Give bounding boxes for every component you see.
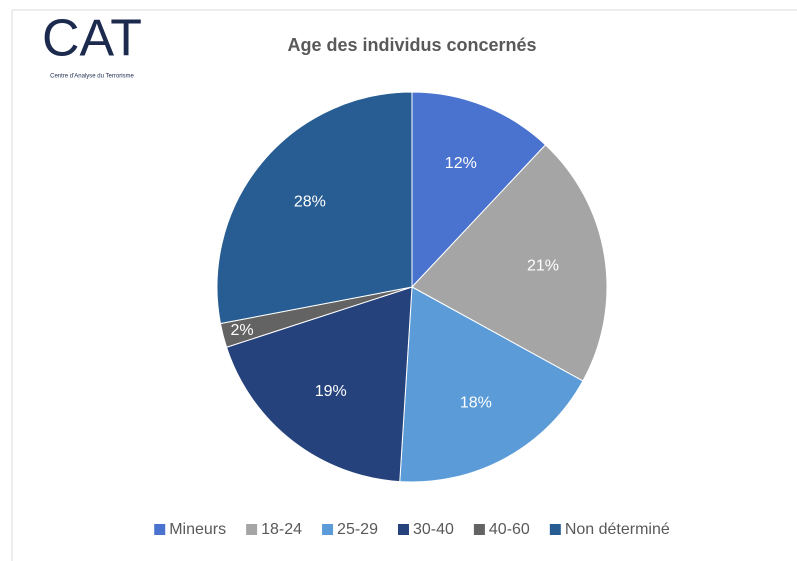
logo-text: CAT (42, 10, 142, 68)
legend-swatch (246, 524, 258, 535)
legend-swatch (322, 524, 334, 535)
legend-label: 30-40 (413, 521, 454, 538)
legend-swatch (473, 524, 485, 535)
legend-swatch (397, 524, 409, 535)
pie-slice (411, 144, 608, 382)
pie-slice (216, 91, 413, 325)
legend-label: 18-24 (261, 521, 302, 538)
pie-slice (399, 286, 584, 483)
data-label: 18% (460, 394, 492, 411)
data-label: 12% (445, 155, 477, 172)
legend-label: Non déterminé (565, 521, 670, 538)
legend-swatch (549, 524, 561, 535)
data-label: 2% (230, 322, 253, 339)
data-label: 19% (315, 383, 347, 400)
logo-box (30, 14, 160, 84)
data-label: 21% (527, 257, 559, 274)
pie-slice (411, 91, 547, 289)
data-label: 28% (294, 194, 326, 211)
chart-title: Age des individus concernés (287, 35, 536, 55)
legend-label: Mineurs (169, 521, 226, 538)
pie-slice (225, 286, 413, 483)
legend-label: 25-29 (337, 521, 378, 538)
legend-label: 40-60 (489, 521, 530, 538)
legend-swatch (154, 524, 166, 535)
logo-caption: Centre d'Analyse du Terrorisme (50, 74, 134, 80)
